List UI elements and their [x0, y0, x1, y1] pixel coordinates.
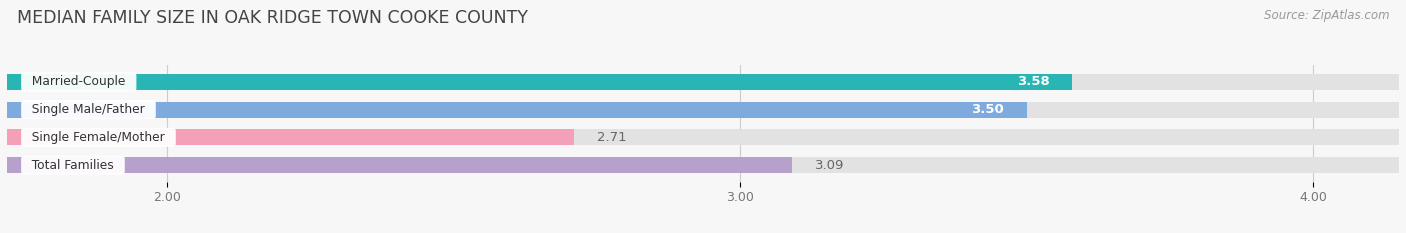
- Bar: [7, 157, 792, 173]
- Bar: [7, 74, 1399, 90]
- Bar: [7, 129, 574, 145]
- Bar: [7, 102, 1399, 118]
- Bar: [7, 102, 1026, 118]
- Text: 2.71: 2.71: [598, 131, 627, 144]
- Bar: [7, 157, 1399, 173]
- Text: Total Families: Total Families: [24, 159, 122, 171]
- Text: 3.09: 3.09: [814, 159, 844, 171]
- Text: Married-Couple: Married-Couple: [24, 75, 134, 88]
- Text: Source: ZipAtlas.com: Source: ZipAtlas.com: [1264, 9, 1389, 22]
- Bar: [7, 129, 1399, 145]
- Text: Single Male/Father: Single Male/Father: [24, 103, 153, 116]
- Text: MEDIAN FAMILY SIZE IN OAK RIDGE TOWN COOKE COUNTY: MEDIAN FAMILY SIZE IN OAK RIDGE TOWN COO…: [17, 9, 527, 27]
- Bar: [7, 74, 1073, 90]
- Text: Single Female/Mother: Single Female/Mother: [24, 131, 173, 144]
- Text: 3.58: 3.58: [1017, 75, 1049, 88]
- Text: 3.50: 3.50: [972, 103, 1004, 116]
